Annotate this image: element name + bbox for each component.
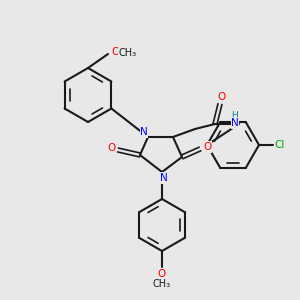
Text: O: O xyxy=(203,142,211,152)
Text: Cl: Cl xyxy=(275,140,285,150)
Text: O: O xyxy=(111,47,119,57)
Text: N: N xyxy=(231,118,239,128)
Text: O: O xyxy=(218,92,226,102)
Text: H: H xyxy=(232,112,238,121)
Text: O: O xyxy=(158,269,166,279)
Text: N: N xyxy=(160,173,168,183)
Text: CH₃: CH₃ xyxy=(153,279,171,289)
Text: N: N xyxy=(140,127,148,137)
Text: O: O xyxy=(107,143,115,153)
Text: CH₃: CH₃ xyxy=(119,48,137,58)
